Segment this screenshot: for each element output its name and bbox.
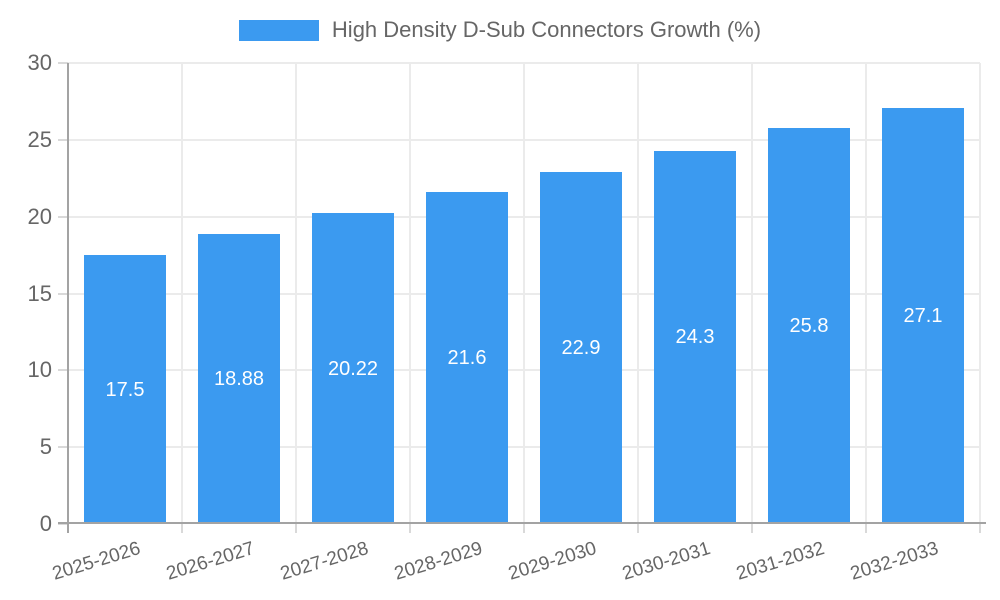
x-axis-tick <box>181 524 183 533</box>
bar[interactable] <box>312 213 394 524</box>
x-tick-label: 2031-2032 <box>734 538 828 585</box>
bar[interactable] <box>84 255 166 524</box>
y-tick-label: 15 <box>27 280 52 306</box>
x-axis-tick <box>751 524 753 533</box>
bar-value-label: 22.9 <box>561 337 601 360</box>
plot-area: 0 5 10 15 20 25 30 17.5 2025-2026 18.88 2026-2027 2… <box>28 50 986 585</box>
gridline-vertical <box>181 63 183 524</box>
legend-swatch[interactable] <box>238 19 319 41</box>
y-axis-tick <box>58 138 68 141</box>
bar-value-label: 21.6 <box>447 347 487 370</box>
gridline-vertical <box>637 63 639 524</box>
x-axis-tick <box>409 524 411 533</box>
y-axis-line <box>67 63 69 533</box>
y-axis-tick <box>58 369 68 372</box>
bar-value-label: 20.22 <box>327 357 379 380</box>
y-tick-label: 0 <box>39 511 52 536</box>
legend-label[interactable]: High Density D-Sub Connectors Growth (%) <box>331 17 762 42</box>
y-axis-tick <box>58 523 68 525</box>
bar-value-label: 24.3 <box>675 326 715 349</box>
x-axis-tick <box>295 524 297 533</box>
x-tick-label: 2029-2030 <box>506 538 600 585</box>
y-axis-tick <box>58 292 68 295</box>
y-tick-label: 5 <box>39 434 52 460</box>
bar-value-label: 25.8 <box>789 314 829 337</box>
bar[interactable] <box>198 233 280 524</box>
y-tick-label: 10 <box>27 357 52 383</box>
x-tick-label: 2030-2031 <box>620 538 714 585</box>
gridline-vertical <box>751 63 753 524</box>
bar[interactable] <box>654 150 736 524</box>
x-axis-tick <box>865 524 867 533</box>
gridline-vertical <box>295 63 297 524</box>
x-tick-label: 2032-2033 <box>848 538 942 585</box>
x-axis-line <box>58 522 986 524</box>
x-axis-tick <box>979 524 981 533</box>
bar[interactable] <box>426 192 508 524</box>
bar[interactable] <box>540 172 622 524</box>
x-tick-label: 2026-2027 <box>164 538 258 585</box>
y-axis-tick <box>58 446 68 449</box>
bar-value-label: 17.5 <box>105 378 145 401</box>
y-tick-label: 20 <box>27 203 52 229</box>
gridline-vertical <box>865 63 867 524</box>
x-tick-label: 2027-2028 <box>278 538 372 585</box>
x-tick-label: 2028-2029 <box>392 538 486 585</box>
gridline-vertical <box>409 63 411 524</box>
y-axis-tick <box>58 62 68 64</box>
y-tick-label: 30 <box>27 50 52 75</box>
gridline-vertical <box>523 63 525 524</box>
bar-value-label: 18.88 <box>213 367 265 390</box>
x-tick-label: 2025-2026 <box>50 538 144 585</box>
bar[interactable] <box>882 107 964 524</box>
x-axis-tick <box>637 524 639 533</box>
legend: High Density D-Sub Connectors Growth (%) <box>0 17 1000 43</box>
bar-value-label: 27.1 <box>903 304 943 327</box>
y-tick-label: 25 <box>27 126 52 152</box>
bar[interactable] <box>768 127 850 524</box>
gridline-vertical <box>979 63 981 524</box>
y-axis-tick <box>58 215 68 218</box>
x-axis-tick <box>523 524 525 533</box>
